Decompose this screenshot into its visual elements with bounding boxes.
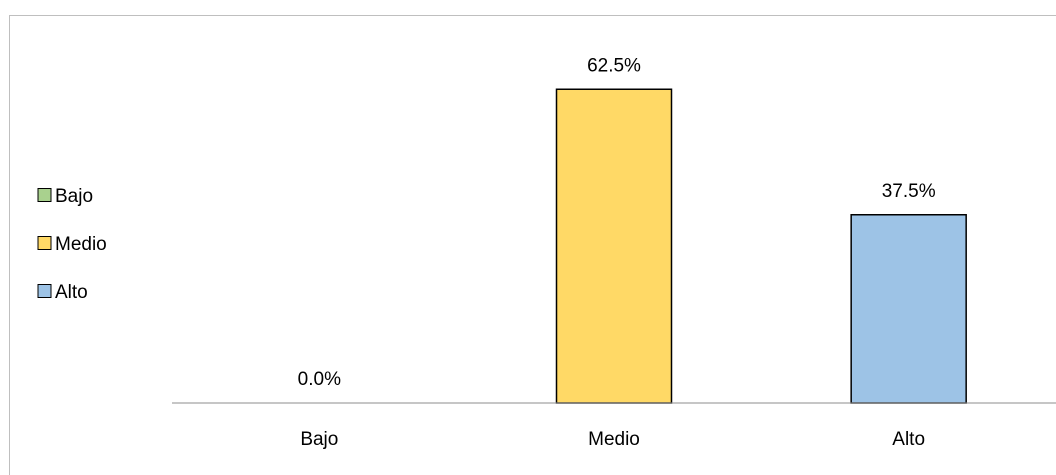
- legend-swatch-medio: [37, 236, 52, 250]
- legend-label-alto: Alto: [55, 282, 88, 303]
- data-label-alto: 37.5%: [882, 181, 936, 202]
- data-label-medio: 62.5%: [587, 55, 641, 76]
- legend-label-medio: Medio: [55, 234, 107, 255]
- legend-swatch-bajo: [37, 188, 52, 202]
- bar-alto: [850, 214, 967, 404]
- legend-label-bajo: Bajo: [55, 186, 93, 207]
- bar-medio: [555, 88, 673, 404]
- data-label-bajo: 0.0%: [298, 369, 341, 390]
- bar-chart: 0.0% Bajo 62.5% Medio 37.5% Alto Bajo Medio Alto: [37, 55, 1056, 450]
- x-tick-label-alto: Alto: [892, 429, 925, 450]
- legend-swatch-alto: [37, 284, 52, 298]
- x-tick-label-bajo: Bajo: [300, 429, 338, 450]
- x-tick-label-medio: Medio: [588, 429, 640, 450]
- chart-frame: [9, 15, 1056, 475]
